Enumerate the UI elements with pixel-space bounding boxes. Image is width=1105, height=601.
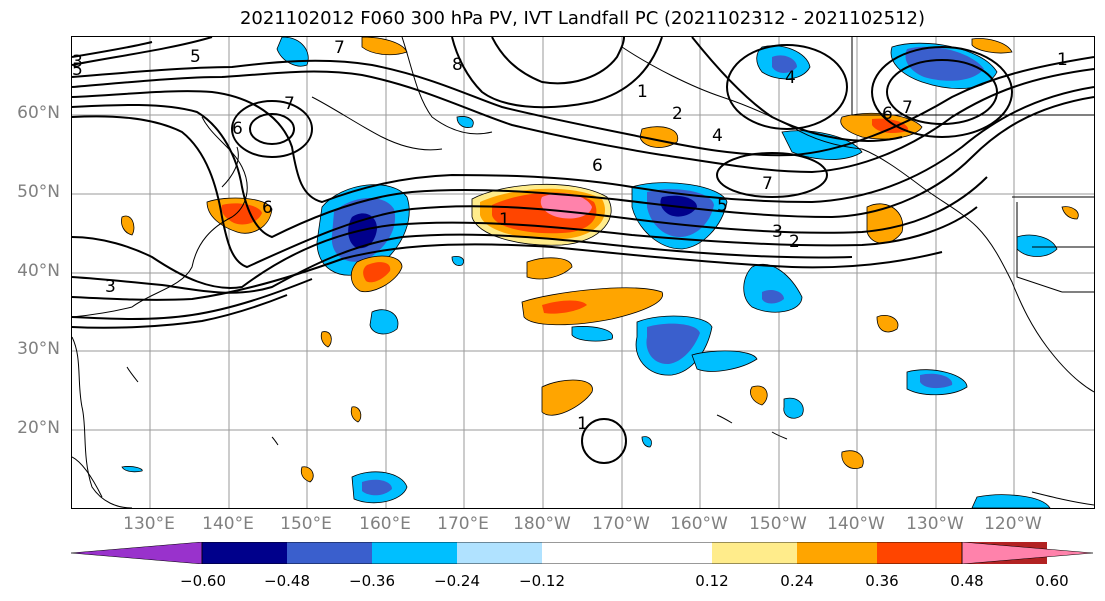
colorbar-segment xyxy=(457,542,542,564)
contour-label: 5 xyxy=(190,47,201,67)
lon-label-130w: 130°W xyxy=(906,514,964,534)
map-panel: 7 6 5 4 3 2 1 7 6 7 6 5 3 2 1 4 6 7 5 3 … xyxy=(71,36,1095,509)
lat-label-30n: 30°N xyxy=(17,339,60,359)
colorbar-segment xyxy=(712,542,797,564)
map-canvas: 7 6 5 4 3 2 1 7 6 7 6 5 3 2 1 4 6 7 5 3 … xyxy=(72,37,1094,508)
contour-labels: 7 6 5 4 3 2 1 7 6 7 6 5 3 2 1 4 6 7 5 3 … xyxy=(72,38,1068,434)
lat-label-50n: 50°N xyxy=(17,182,60,202)
lon-label-170e: 170°E xyxy=(437,514,489,534)
contour-label: 7 xyxy=(902,98,913,118)
contour-label: 1 xyxy=(1057,50,1068,70)
contour-label: 2 xyxy=(672,104,683,124)
lon-label-130e: 130°E xyxy=(123,514,175,534)
colorbar-extend-low xyxy=(71,542,203,564)
contour-label: 3 xyxy=(72,52,83,72)
colorbar-tick-label: 0.48 xyxy=(950,572,984,590)
lon-label-140e: 140°E xyxy=(202,514,254,534)
lon-label-120w: 120°W xyxy=(984,514,1042,534)
colorbar-tick-label: 0.12 xyxy=(695,572,729,590)
contour-label: 7 xyxy=(762,174,773,194)
colorbar-tick-label: −0.12 xyxy=(519,572,565,590)
contour-label: 2 xyxy=(789,232,800,252)
colorbar-tick-label: −0.36 xyxy=(349,572,395,590)
colorbar xyxy=(71,542,1093,564)
coastlines xyxy=(72,37,1094,508)
colorbar-segment xyxy=(372,542,457,564)
contour-label: 1 xyxy=(637,82,648,102)
contour-label: 3 xyxy=(772,222,783,242)
pv-contours xyxy=(72,37,1094,464)
lon-label-150w: 150°W xyxy=(749,514,807,534)
colorbar-segment xyxy=(542,542,712,564)
contour-label: 1 xyxy=(499,210,510,230)
contour-label: 6 xyxy=(262,198,273,218)
contour-label: 7 xyxy=(284,94,295,114)
colorbar-tick-label: 0.24 xyxy=(780,572,814,590)
contour-label: 5 xyxy=(717,196,728,216)
lon-label-150e: 150°E xyxy=(280,514,332,534)
colorbar-segment xyxy=(287,542,372,564)
contour-label: 4 xyxy=(712,126,723,146)
colorbar-tick-label: 0.60 xyxy=(1035,572,1069,590)
lon-label-140w: 140°W xyxy=(827,514,885,534)
colorbar-segment xyxy=(202,542,287,564)
contour-label: 3 xyxy=(105,277,116,297)
lon-label-160w: 160°W xyxy=(670,514,728,534)
colorbar-segment xyxy=(877,542,962,564)
colorbar-tick-label: −0.24 xyxy=(434,572,480,590)
contour-label: 6 xyxy=(232,119,243,139)
contour-label: 4 xyxy=(785,68,796,88)
lat-label-20n: 20°N xyxy=(17,418,60,438)
colorbar-tick-label: −0.60 xyxy=(180,572,226,590)
colorbar-tick-label: 0.36 xyxy=(865,572,899,590)
colorbar-segment xyxy=(797,542,882,564)
lon-label-180w: 180°W xyxy=(513,514,571,534)
contour-label: 8 xyxy=(452,55,463,75)
colorbar-tick-label: −0.48 xyxy=(264,572,310,590)
contour-label: 1 xyxy=(577,414,588,434)
lon-label-170w: 170°W xyxy=(592,514,650,534)
map-title: 2021102012 F060 300 hPa PV, IVT Landfall… xyxy=(239,8,926,29)
lat-label-40n: 40°N xyxy=(17,261,60,281)
contour-label: 6 xyxy=(882,104,893,124)
contour-label: 6 xyxy=(592,156,603,176)
lat-label-60n: 60°N xyxy=(17,103,60,123)
contour-label: 7 xyxy=(334,38,345,58)
contour-label: 5 xyxy=(72,60,83,80)
lon-label-160e: 160°E xyxy=(359,514,411,534)
